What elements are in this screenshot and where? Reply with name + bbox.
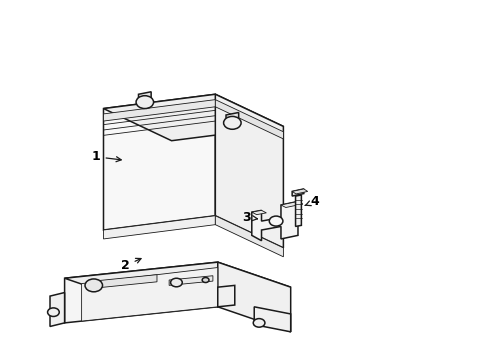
Circle shape bbox=[269, 216, 283, 226]
Polygon shape bbox=[251, 202, 297, 241]
Polygon shape bbox=[295, 195, 301, 226]
Polygon shape bbox=[281, 202, 302, 207]
Polygon shape bbox=[169, 276, 212, 285]
Circle shape bbox=[136, 96, 153, 109]
Circle shape bbox=[170, 278, 182, 287]
Polygon shape bbox=[215, 216, 283, 257]
Polygon shape bbox=[215, 100, 283, 139]
Polygon shape bbox=[251, 210, 266, 215]
Circle shape bbox=[47, 308, 59, 316]
Polygon shape bbox=[86, 275, 157, 289]
Polygon shape bbox=[254, 307, 290, 332]
Text: 2: 2 bbox=[121, 258, 141, 272]
Polygon shape bbox=[81, 267, 217, 321]
Polygon shape bbox=[50, 293, 64, 327]
Polygon shape bbox=[64, 262, 217, 323]
Polygon shape bbox=[215, 94, 283, 248]
Polygon shape bbox=[225, 112, 238, 123]
Polygon shape bbox=[217, 262, 290, 332]
Polygon shape bbox=[103, 216, 215, 239]
Polygon shape bbox=[103, 100, 215, 121]
Circle shape bbox=[85, 279, 102, 292]
Polygon shape bbox=[291, 189, 307, 194]
Circle shape bbox=[253, 319, 264, 327]
Text: 3: 3 bbox=[242, 211, 257, 224]
Polygon shape bbox=[138, 92, 151, 102]
Circle shape bbox=[223, 116, 241, 129]
Polygon shape bbox=[103, 94, 215, 230]
Polygon shape bbox=[103, 94, 283, 141]
Text: 4: 4 bbox=[305, 195, 319, 208]
Text: 1: 1 bbox=[92, 150, 121, 163]
Polygon shape bbox=[217, 285, 234, 307]
Circle shape bbox=[202, 278, 208, 283]
Polygon shape bbox=[64, 262, 290, 303]
Polygon shape bbox=[291, 189, 303, 196]
